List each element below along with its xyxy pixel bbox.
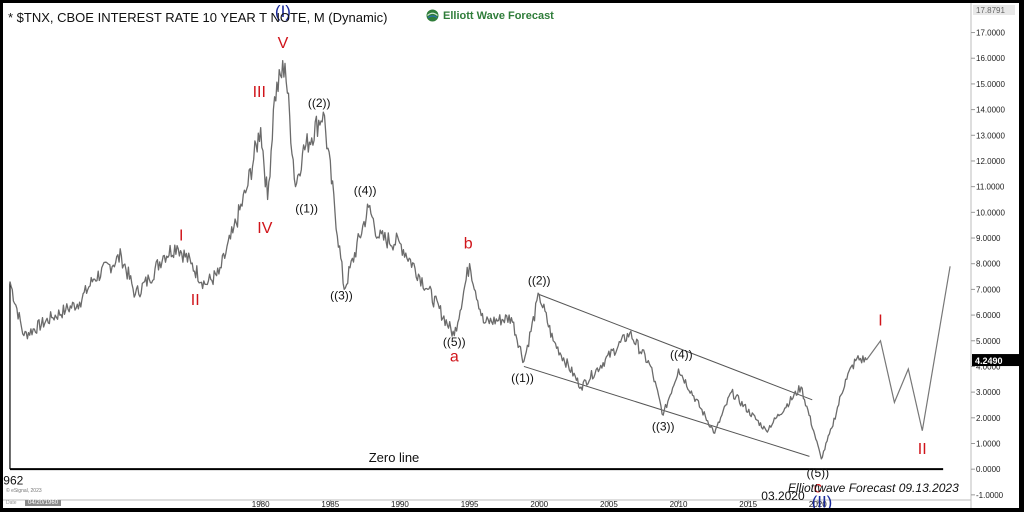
wave-label: ((5)) xyxy=(443,335,466,349)
wave-label: 1962 xyxy=(3,474,24,488)
wave-label: I xyxy=(878,312,882,329)
wave-label: b xyxy=(464,235,473,252)
y-tick-label: 1.0000 xyxy=(976,439,1001,448)
x-tick-label: 2010 xyxy=(670,500,688,508)
last-price-box xyxy=(972,354,1019,367)
x-tick-label: 2005 xyxy=(600,500,618,508)
brand-logo: Elliott Wave Forecast xyxy=(426,9,554,22)
brand-name: Elliott Wave Forecast xyxy=(443,9,554,22)
y-tick-label: 16.0000 xyxy=(976,54,1005,63)
wave-label: ((4)) xyxy=(670,348,693,362)
wave-label: (II) xyxy=(812,493,833,508)
x-tick-label: 1990 xyxy=(391,500,409,508)
start-date-box: 04/20/1960 xyxy=(25,500,62,506)
y-tick-label: 4.0000 xyxy=(976,362,1001,371)
x-tick-label: 2015 xyxy=(739,500,757,508)
x-tick-label: 2020 xyxy=(809,500,827,508)
y-tick-label: 2.0000 xyxy=(976,414,1001,423)
wave-label: ((1)) xyxy=(295,201,318,215)
chart-title: * $TNX, CBOE INTEREST RATE 10 YEAR T NOT… xyxy=(8,10,388,25)
wave-label: ((4)) xyxy=(354,183,377,197)
wave-label: II xyxy=(918,441,927,458)
copyright-text: © eSignal, 2023 xyxy=(6,488,42,494)
wave-label: ((3)) xyxy=(330,289,353,303)
wave-label: (I) xyxy=(275,3,291,21)
y-tick-label: 13.0000 xyxy=(976,131,1005,140)
wave-label: III xyxy=(253,84,266,101)
y-tick-label: 8.0000 xyxy=(976,260,1001,269)
wave-label: 03.2020 xyxy=(761,489,805,503)
forecast-date-note: Elliottwave Forecast 09.13.2023 xyxy=(788,481,959,495)
date-prefix: Date xyxy=(6,500,17,506)
y-tick-label: 9.0000 xyxy=(976,234,1001,243)
y-tick-label: 17.0000 xyxy=(976,29,1005,38)
wave-label: ((3)) xyxy=(652,420,675,434)
y-tick-label: -1.0000 xyxy=(976,491,1004,500)
wave-label: V xyxy=(278,35,289,52)
wave-label: ((1)) xyxy=(511,371,534,385)
price-series-line xyxy=(9,59,868,460)
wave-label: II xyxy=(191,292,200,309)
y-tick-label: 3.0000 xyxy=(976,388,1001,397)
projection-path xyxy=(866,266,951,431)
y-tick-label: 6.0000 xyxy=(976,311,1001,320)
price-chart[interactable]: Zero line 17.0000 16.0000 15.0000 14.0000 13.… xyxy=(3,3,1019,508)
wave-label: c xyxy=(814,479,822,496)
wave-label: a xyxy=(450,348,459,365)
x-tick-label: 1980 xyxy=(252,500,270,508)
ewf-globe-icon xyxy=(426,9,439,22)
y-tick-label: 10.0000 xyxy=(976,208,1005,217)
channel-line-0 xyxy=(539,294,813,401)
wave-label: ((5)) xyxy=(806,466,829,480)
wave-label: I xyxy=(179,228,183,245)
zero-line-label: Zero line xyxy=(369,450,420,465)
channel-line-1 xyxy=(523,365,810,457)
y-tick-label: 11.0000 xyxy=(976,183,1005,192)
y-tick-label: 5.0000 xyxy=(976,337,1001,346)
x-tick-label: 1995 xyxy=(461,500,479,508)
y-tick-label: 12.0000 xyxy=(976,157,1005,166)
y-tick-label: 0.0000 xyxy=(976,465,1001,474)
high-price-box xyxy=(973,4,1015,15)
wave-label: IV xyxy=(257,220,272,237)
y-tick-label: 14.0000 xyxy=(976,106,1005,115)
x-tick-label: 1985 xyxy=(321,500,339,508)
high-price-label: 17.8791 xyxy=(976,6,1005,15)
x-tick-label: 2000 xyxy=(530,500,548,508)
y-tick-label: 15.0000 xyxy=(976,80,1005,89)
chart-panel: Zero line 17.0000 16.0000 15.0000 14.0000 13.… xyxy=(3,3,1019,508)
y-tick-label: 7.0000 xyxy=(976,285,1001,294)
last-price-label: 4.2490 xyxy=(975,356,1003,366)
wave-label: ((2)) xyxy=(528,273,551,287)
wave-label: ((2)) xyxy=(308,96,331,110)
